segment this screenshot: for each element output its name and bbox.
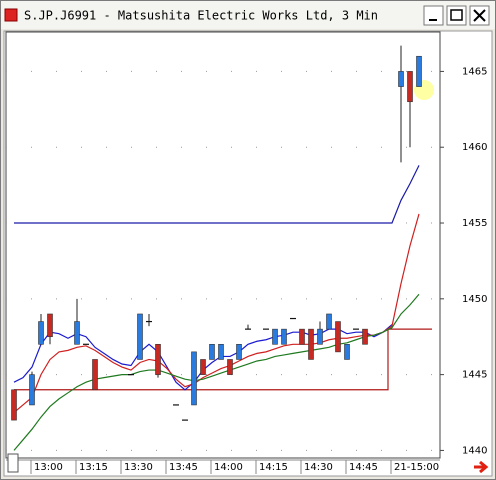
- candle-body: [200, 359, 206, 375]
- plot-area: [5, 31, 441, 459]
- x-tick-label: 14:00: [214, 462, 243, 473]
- candle-body: [398, 71, 404, 87]
- close-icon: [473, 9, 486, 22]
- y-tick-label: 1445: [462, 370, 487, 381]
- candle-body: [74, 321, 80, 345]
- maximize-button[interactable]: [446, 5, 467, 26]
- candle-body: [407, 71, 413, 103]
- candle-body: [11, 389, 17, 421]
- candle-body: [299, 328, 305, 345]
- candle-body: [47, 313, 53, 338]
- y-tick-label: 1465: [462, 66, 487, 77]
- candle-body: [209, 343, 215, 360]
- x-tick-label: 21-15:00: [394, 462, 439, 473]
- candle-body: [191, 351, 197, 406]
- y-tick-label: 1460: [462, 142, 487, 153]
- candle-body: [416, 55, 422, 87]
- x-tick-label: 13:00: [34, 462, 63, 473]
- candle-body: [308, 328, 314, 360]
- y-tick-label: 1440: [462, 445, 487, 456]
- x-tick-label: 13:15: [79, 462, 108, 473]
- candle-body: [38, 321, 44, 345]
- candle-body: [344, 343, 350, 360]
- candle-body: [218, 343, 224, 360]
- candle-body: [326, 313, 332, 330]
- plot: 1440 1445 1450 1455 1460 1465 13:00 13:15 13:30 1…: [6, 45, 487, 474]
- candle-body: [317, 328, 323, 345]
- scroll-arrow[interactable]: [474, 460, 489, 474]
- x-tick-label: 13:30: [124, 462, 153, 473]
- x-tick-label: 13:45: [169, 462, 198, 473]
- minimize-button[interactable]: [423, 5, 444, 26]
- window-buttons: [423, 5, 490, 26]
- candle-body: [137, 313, 143, 360]
- title-bar: [1, 1, 495, 29]
- window-title: S.JP.J6991 - Matsushita Electric Works L…: [24, 9, 378, 23]
- candle-body: [155, 343, 161, 375]
- candle-body: [29, 374, 35, 406]
- indicator-line: [14, 165, 420, 224]
- indicator-line: [13, 213, 420, 413]
- candle-body: [92, 359, 98, 391]
- x-tick-label: 14:15: [259, 462, 288, 473]
- y-tick-label: 1455: [462, 218, 487, 229]
- x-tick-label: 14:30: [304, 462, 333, 473]
- maximize-icon: [450, 9, 463, 21]
- candle-body: [335, 321, 341, 353]
- indicator-line: [13, 293, 420, 451]
- candle-body: [272, 328, 278, 345]
- indicator-line: [14, 328, 432, 391]
- candle-body: [362, 328, 368, 345]
- app-icon: [4, 8, 18, 22]
- candle-body: [281, 328, 287, 345]
- scroll-box[interactable]: [7, 453, 19, 473]
- candle-body: [236, 343, 242, 360]
- candle-body: [227, 359, 233, 375]
- x-tick-label: 14:45: [349, 462, 378, 473]
- y-tick-label: 1450: [462, 294, 487, 305]
